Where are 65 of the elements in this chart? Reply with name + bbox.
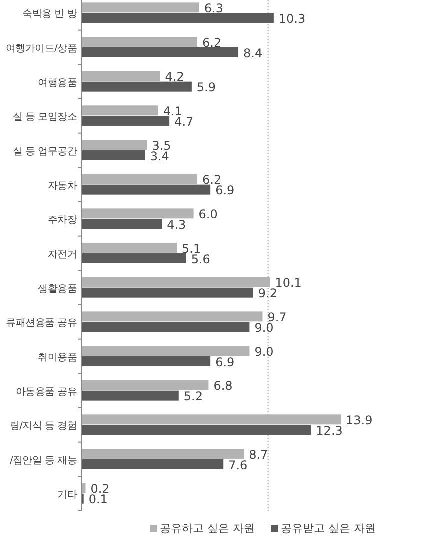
data-label: 13.9 [346, 413, 373, 428]
bar [82, 37, 198, 47]
bar [82, 312, 263, 322]
bar [82, 254, 186, 264]
data-label: 5.9 [196, 80, 216, 95]
data-label: 6.3 [204, 1, 224, 16]
legend-label: 공유받고 싶은 자원 [281, 522, 376, 535]
bar [82, 346, 250, 356]
bar [82, 48, 239, 58]
bar [82, 219, 162, 230]
y-tick-label: 실 등 모임장소 [13, 112, 78, 124]
bar [82, 82, 192, 92]
bar [82, 208, 194, 219]
bar [82, 116, 170, 126]
data-label: 0.1 [88, 492, 108, 507]
data-label: 10.3 [278, 12, 306, 26]
bar [82, 288, 254, 298]
y-tick-label: 자동차 [48, 180, 78, 192]
bar [82, 322, 250, 332]
data-label: 8.7 [249, 448, 268, 462]
bar [82, 174, 198, 184]
bar [82, 140, 148, 150]
bar [82, 106, 158, 116]
legend-label: 공유하고 싶은 자원 [160, 522, 255, 535]
y-tick-label: 숙박용 빈 방 [22, 9, 78, 20]
data-label: 5.2 [184, 390, 203, 404]
bar [82, 425, 312, 436]
bar [82, 184, 211, 195]
y-tick-label: 여행가이드/상품 [6, 44, 78, 54]
bar [82, 449, 244, 459]
data-label: 4.2 [165, 70, 184, 84]
y-tick-label: 자전거 [48, 250, 77, 260]
y-tick-label: 여행용품 [38, 78, 78, 89]
data-label: 6.2 [202, 36, 222, 50]
data-label: 6.9 [216, 355, 235, 370]
data-label: 8.4 [244, 46, 263, 60]
data-label: 9.2 [258, 286, 278, 301]
y-tick-label: 취미용품 [38, 352, 78, 364]
bar [82, 13, 274, 24]
bar [82, 243, 178, 253]
bar [82, 460, 224, 470]
data-label: 6.0 [198, 207, 218, 222]
bar [82, 390, 179, 401]
bar [82, 2, 200, 13]
bar [82, 277, 270, 288]
y-tick-label: 아동용품 공유 [16, 386, 78, 398]
bar [82, 356, 211, 366]
data-label: 6.9 [216, 184, 235, 198]
bar [82, 380, 209, 390]
data-label: 7.6 [228, 458, 248, 472]
y-tick-label: 실 등 업무공간 [13, 146, 78, 158]
bar [82, 71, 160, 82]
y-tick-label: 류패션용품 공유 [6, 318, 78, 330]
y-tick-label: 기타 [58, 490, 78, 501]
y-tick-label: /집안일 등 재능 [10, 456, 78, 466]
data-label: 9.0 [254, 344, 274, 359]
bar [82, 414, 341, 425]
data-label: 12.3 [316, 424, 343, 438]
data-label: 4.3 [167, 218, 186, 232]
y-tick-label: 링/지식 등 경험 [10, 421, 77, 432]
data-label: 10.1 [275, 276, 302, 290]
data-label: 6.8 [214, 379, 233, 394]
bar [82, 150, 146, 160]
y-tick-label: 주차장 [48, 215, 78, 226]
y-tick-label: 생활용품 [38, 284, 78, 295]
